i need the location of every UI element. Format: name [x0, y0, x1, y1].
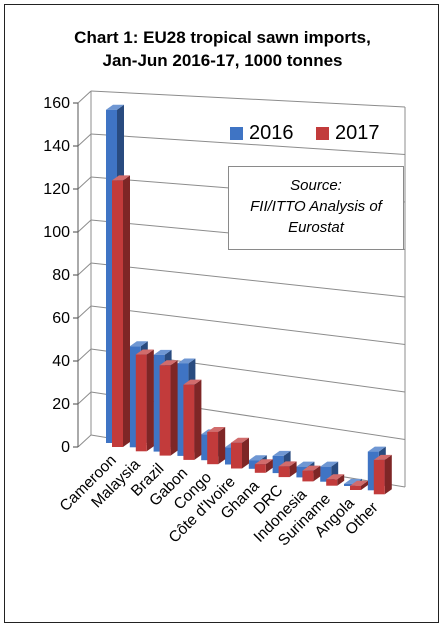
bar-2017-7-side — [289, 461, 297, 478]
bar-2017-5 — [231, 442, 242, 469]
source-note-line2: FII/ITTO Analysis of — [250, 198, 382, 215]
bar-2017-2 — [159, 365, 171, 456]
bar-2017-1 — [135, 354, 147, 452]
bar-2017-0 — [112, 180, 123, 447]
gridline — [90, 262, 406, 298]
bar-2017-9-side — [337, 474, 345, 486]
legend-swatch-2016 — [230, 126, 243, 140]
bar-2017-3 — [183, 384, 195, 460]
bar-2017-8-side — [313, 465, 321, 482]
bar-2017-8 — [302, 470, 314, 482]
bar-2017-2-top — [159, 360, 178, 366]
chart-title-line2: Jan-Jun 2016-17, 1000 tonnes — [102, 51, 343, 70]
bar-2017-7 — [278, 466, 290, 478]
bar-2017-5-side — [242, 437, 249, 469]
bar-2016-8-top — [296, 461, 315, 467]
chart-frame — [4, 4, 439, 623]
chart-title: Chart 1: EU28 tropical sawn imports, Jan… — [0, 26, 445, 72]
bar-2017-8-top — [302, 465, 321, 471]
y-tick-label: 120 — [43, 181, 70, 198]
bar-2016-2 — [153, 354, 165, 452]
side-wall-gridline — [77, 305, 92, 319]
bar-2016-10-top — [344, 478, 362, 484]
side-wall-gridline — [77, 348, 92, 362]
y-tick-label: 0 — [61, 439, 70, 456]
bar-2016-3-top — [177, 358, 196, 364]
bar-2017-7-top — [278, 461, 297, 467]
side-wall-gridline — [77, 133, 92, 147]
bar-2016-8 — [296, 466, 308, 478]
legend-item-2017: 2017 — [316, 121, 380, 145]
chart-legend: 2016 2017 — [230, 121, 400, 145]
bar-2016-0 — [106, 109, 117, 443]
bar-2017-10-top — [350, 480, 368, 486]
y-tick-label: 20 — [52, 396, 70, 413]
source-note: Source: FII/ITTO Analysis of Eurostat — [228, 166, 404, 250]
bar-2016-0-top — [106, 104, 124, 110]
bar-2016-6-top — [248, 455, 267, 461]
gridline — [90, 305, 406, 345]
bar-2016-1-top — [129, 341, 148, 347]
legend-item-2016: 2016 — [230, 121, 294, 145]
side-wall-gridline — [77, 176, 92, 190]
bar-2017-4-top — [207, 426, 226, 432]
chart-title-line1: Chart 1: EU28 tropical sawn imports, — [74, 28, 371, 47]
bar-2017-6-top — [254, 459, 273, 465]
bar-2017-1-side — [146, 349, 154, 452]
y-tick-label: 140 — [43, 138, 70, 155]
bar-2016-3 — [177, 363, 189, 456]
bar-2017-9 — [326, 479, 338, 486]
y-tick-label: 60 — [52, 310, 70, 327]
bar-2017-2-side — [170, 360, 178, 456]
bar-2016-2-top — [153, 349, 172, 355]
side-wall-gridline — [77, 262, 92, 276]
bar-2016-9 — [320, 466, 332, 482]
side-wall-gridline — [77, 434, 92, 448]
bar-2016-5 — [225, 447, 236, 465]
bar-2017-4-side — [218, 426, 226, 465]
bar-2016-11-top — [367, 446, 386, 452]
legend-label-2016: 2016 — [249, 121, 294, 144]
source-note-line3: Eurostat — [288, 219, 344, 236]
bar-2016-7-top — [272, 450, 291, 456]
legend-swatch-2017 — [316, 126, 329, 140]
bar-2017-3-top — [183, 379, 202, 385]
legend-label-2017: 2017 — [335, 121, 380, 144]
bar-2016-7 — [272, 455, 284, 474]
side-wall-gridline — [77, 391, 92, 405]
bar-2017-11 — [373, 459, 385, 495]
bar-2017-9-top — [326, 474, 345, 480]
bar-2016-9-top — [320, 461, 339, 467]
bar-2017-10 — [350, 485, 361, 490]
chart-bars — [106, 104, 392, 495]
bar-2017-6-side — [265, 459, 273, 473]
bar-2016-6 — [248, 460, 260, 469]
bar-2016-10 — [344, 483, 355, 486]
y-tick-label: 100 — [43, 224, 70, 241]
y-tick-label: 160 — [43, 95, 70, 112]
gridline — [90, 90, 406, 108]
bar-2016-4 — [201, 434, 213, 461]
bar-2017-10-side — [361, 480, 368, 490]
bar-2017-6 — [254, 464, 266, 473]
bar-2017-0-side — [123, 175, 130, 447]
side-wall-gridline — [77, 219, 92, 233]
source-note-line1: Source: — [290, 177, 342, 194]
bar-2016-11 — [367, 451, 379, 491]
bar-2016-1 — [129, 346, 141, 448]
bar-2017-11-top — [373, 454, 392, 460]
y-tick-label: 40 — [52, 353, 70, 370]
bar-2017-1-top — [135, 349, 154, 355]
y-tick-label: 80 — [52, 267, 70, 284]
bar-2017-5-top — [231, 437, 249, 443]
bar-2017-0-top — [112, 175, 130, 181]
bar-2017-3-side — [194, 379, 202, 460]
gridline — [90, 133, 406, 155]
side-wall-gridline — [77, 90, 92, 104]
bar-2017-4 — [207, 431, 219, 465]
bar-2017-11-side — [384, 454, 392, 495]
